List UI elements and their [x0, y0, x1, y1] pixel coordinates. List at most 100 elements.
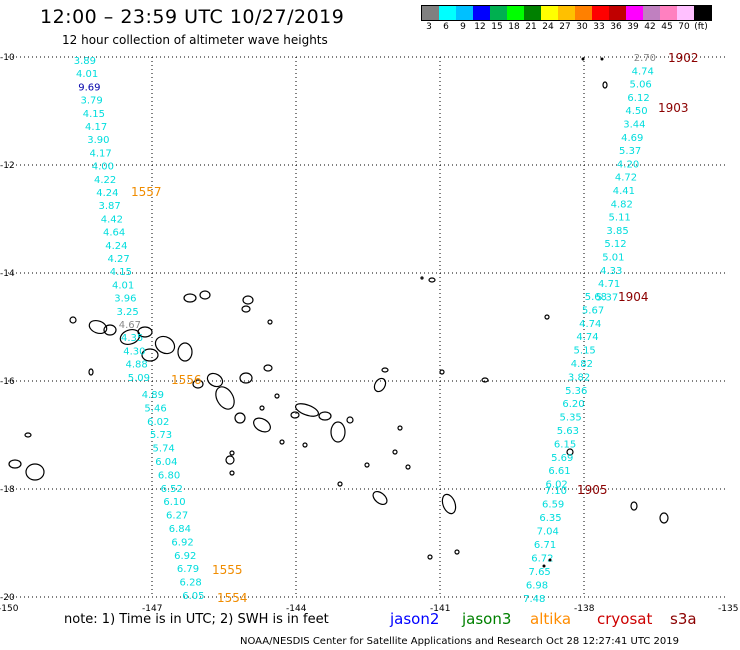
wave-height-label: 6.84	[169, 524, 191, 535]
island-outline	[225, 455, 235, 465]
wave-height-label: 3.90	[87, 135, 109, 146]
legend-swatch	[524, 6, 541, 20]
island-outline	[141, 348, 159, 362]
satellite-legend-item: cryosat	[597, 610, 653, 628]
wave-height-label: 6.92	[171, 537, 193, 548]
island-outline	[234, 412, 246, 424]
island-outline	[25, 463, 45, 481]
island-outline	[183, 293, 197, 303]
wave-height-label: 4.89	[142, 390, 164, 401]
island-outline	[441, 493, 457, 515]
satellite-legend-item: jason3	[462, 610, 512, 628]
legend-label: 9	[460, 22, 466, 32]
wave-height-label: 6.92	[174, 551, 196, 562]
lat-tick-label: -14	[0, 269, 15, 279]
wave-height-label: 6.15	[554, 439, 576, 450]
island-outline	[630, 501, 638, 511]
island-outline	[88, 319, 108, 335]
island-outline	[241, 305, 251, 313]
wave-height-label: 4.20	[617, 159, 639, 170]
wave-height-label: 6.98	[526, 581, 548, 592]
pass-label: 1903	[658, 101, 689, 115]
pass-label: 1555	[212, 563, 243, 577]
wave-height-label: 4.71	[598, 279, 620, 290]
legend-swatch	[660, 6, 677, 20]
island-outline	[69, 316, 77, 324]
wave-height-label: 4.74	[576, 332, 598, 343]
island-outline	[154, 335, 176, 355]
wave-height-label: 4.01	[76, 69, 98, 80]
legend-label: 36	[610, 22, 622, 32]
wave-height-label: 7.10	[545, 486, 567, 497]
wave-height-label: 5.67	[582, 305, 604, 316]
island-outline	[253, 417, 271, 433]
wave-height-label: 6.72	[531, 554, 553, 565]
wave-height-label: 5.37	[596, 292, 618, 303]
wave-height-label: 6.79	[177, 564, 199, 575]
island-outline	[337, 481, 343, 487]
island-outline	[405, 464, 411, 470]
wave-height-label: 4.64	[103, 228, 125, 239]
island-outline	[373, 377, 387, 393]
wave-height-label: 4.74	[579, 319, 601, 330]
pass-label: 1557	[131, 185, 162, 199]
lon-tick-label: -135	[718, 604, 738, 614]
pass-label: 1556	[171, 373, 202, 387]
pass-label: 1905	[577, 483, 608, 497]
legend-label: 27	[559, 22, 571, 32]
island-outline	[274, 393, 280, 399]
legend-label: 15	[491, 22, 503, 32]
island-outline	[103, 324, 117, 336]
island-outline	[242, 295, 254, 305]
island-outline	[192, 379, 204, 389]
island-outline	[119, 328, 141, 346]
island-outline	[267, 319, 273, 325]
island-outline	[602, 81, 608, 89]
wave-height-label: 4.00	[92, 162, 114, 173]
wave-height-label: 4.33	[600, 266, 622, 277]
wave-height-label: 6.02	[147, 417, 169, 428]
lat-tick-label: -18	[0, 485, 15, 495]
axis-labels: -150 -147 -144 -141 -138 -135 -10 -12 -14 -16 -18 -…	[0, 53, 738, 614]
wave-height-label: 7.48	[523, 594, 545, 605]
wave-height-label: 4.74	[632, 66, 654, 77]
island-outline	[88, 368, 94, 376]
wave-height-label: 5.73	[150, 430, 172, 441]
legend-swatch	[626, 6, 643, 20]
island-outline	[24, 432, 32, 438]
wave-height-label: 4.41	[613, 186, 635, 197]
legend-swatch	[643, 6, 660, 20]
wave-height-label: 9.69	[78, 82, 100, 93]
legend-label: 12	[474, 22, 486, 32]
wave-height-label: 5.74	[153, 444, 175, 455]
wave-height-label: 6.35	[539, 513, 561, 524]
wave-height-label: 5.01	[602, 253, 624, 264]
wave-height-label: 6.59	[542, 500, 564, 511]
legend-swatch	[609, 6, 626, 20]
wave-height-label: 3.25	[116, 307, 138, 318]
wave-height-label: 6.04	[155, 457, 177, 468]
wave-height-label: 5.69	[551, 453, 573, 464]
altimeter-tracks: 3.89 4.01 9.69 3.79 4.15 4.17 3.90 4.17 4.00 4.22…	[74, 51, 699, 605]
lon-tick-label: -138	[574, 604, 595, 614]
wave-height-label: 5.12	[604, 239, 626, 250]
lon-tick-label: -144	[286, 604, 307, 614]
lon-tick-label: -147	[142, 604, 162, 614]
wave-height-label: 3.96	[114, 294, 136, 305]
island-outline	[294, 403, 320, 417]
island-outline	[454, 549, 460, 555]
island-outline	[544, 314, 550, 320]
wave-height-label: 7.04	[537, 527, 559, 538]
wave-height-label: 5.37	[619, 146, 641, 157]
island-outline	[659, 512, 669, 524]
legend-swatch	[694, 6, 711, 20]
wave-height-label: 6.02	[546, 480, 568, 491]
pass-label: 1554	[217, 591, 248, 605]
legend-label: 42	[644, 22, 656, 32]
wave-height-label: 4.22	[94, 175, 116, 186]
map-title: 12:00 – 23:59 UTC 10/27/2019	[40, 6, 345, 28]
wave-height-label: 4.17	[89, 148, 111, 159]
wave-height-label: 4.67	[119, 320, 141, 331]
legend-label: 21	[525, 22, 537, 32]
wave-height-label: 6.12	[627, 93, 649, 104]
